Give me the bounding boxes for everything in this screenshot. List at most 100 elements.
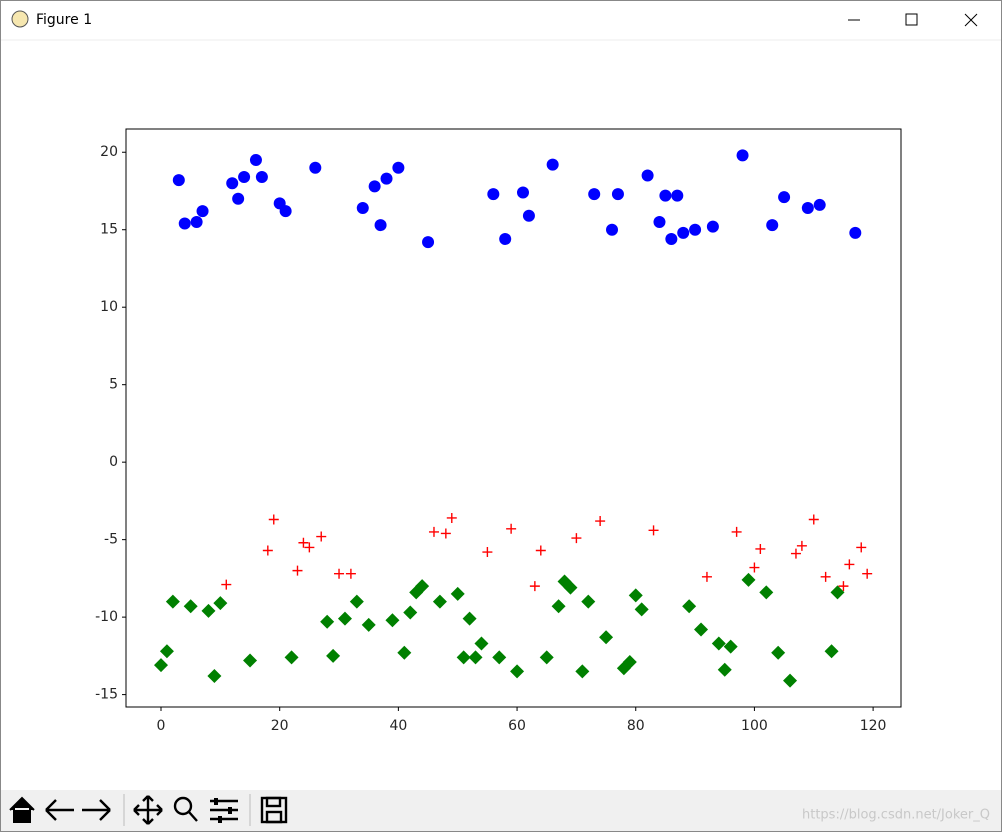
watermark: https://blog.csdn.net/Joker_Q xyxy=(802,808,990,823)
point xyxy=(450,586,465,601)
plot: 0 20 40 60 80 100 120 -15 -10 -5 0 5 10 15 20 xyxy=(95,128,902,734)
pan-button[interactable] xyxy=(133,795,163,825)
point xyxy=(516,186,529,199)
point xyxy=(862,568,873,579)
zoom-button[interactable] xyxy=(173,796,198,822)
point xyxy=(428,526,439,537)
point xyxy=(546,158,559,171)
point xyxy=(634,602,649,617)
point xyxy=(345,568,356,579)
point xyxy=(249,153,262,166)
point xyxy=(506,523,517,534)
app-icon xyxy=(11,10,29,28)
point xyxy=(201,603,216,618)
point xyxy=(221,579,232,590)
point xyxy=(595,516,606,527)
point xyxy=(622,655,637,670)
y-tick-label: 0 xyxy=(109,454,118,470)
point xyxy=(599,630,614,645)
toolbar: https://blog.csdn.net/Joker_Q xyxy=(1,790,1001,831)
point xyxy=(159,644,174,659)
point xyxy=(368,180,381,193)
point xyxy=(766,219,779,232)
point xyxy=(682,599,697,614)
toolbar-bg xyxy=(1,790,1001,831)
point xyxy=(356,202,369,215)
title-bar: Figure 1 xyxy=(11,10,978,28)
point xyxy=(178,217,191,230)
point xyxy=(671,189,684,202)
point xyxy=(510,664,525,679)
point xyxy=(801,202,814,215)
point xyxy=(298,537,309,548)
forward-button[interactable] xyxy=(82,799,111,821)
point xyxy=(535,545,546,556)
point xyxy=(830,585,845,600)
point xyxy=(432,594,447,609)
point xyxy=(689,223,702,236)
point xyxy=(706,220,719,233)
point xyxy=(628,588,643,603)
point xyxy=(337,611,352,626)
point xyxy=(446,512,457,523)
point xyxy=(482,547,493,558)
point xyxy=(492,650,507,665)
point xyxy=(665,233,678,246)
point xyxy=(749,562,760,573)
point xyxy=(731,526,742,537)
point xyxy=(397,645,412,660)
point xyxy=(778,191,791,204)
point xyxy=(320,614,335,629)
point xyxy=(279,205,292,218)
x-tick-label: 80 xyxy=(627,718,645,734)
maximize-button[interactable] xyxy=(905,13,918,26)
close-button[interactable] xyxy=(964,13,978,27)
y-tick-label: -10 xyxy=(95,609,118,625)
point xyxy=(771,645,786,660)
point xyxy=(694,622,709,637)
point xyxy=(838,581,849,592)
y-tick-label: 10 xyxy=(100,299,118,315)
point xyxy=(571,533,582,544)
point xyxy=(606,223,619,236)
point xyxy=(759,585,774,600)
point xyxy=(487,188,500,201)
point xyxy=(392,161,405,174)
point xyxy=(326,648,341,663)
point xyxy=(207,669,222,684)
point xyxy=(304,542,315,553)
point xyxy=(522,209,535,222)
point xyxy=(238,171,251,184)
point xyxy=(309,161,322,174)
point xyxy=(529,581,540,592)
point xyxy=(154,658,169,673)
point xyxy=(796,540,807,551)
point xyxy=(499,233,512,246)
point xyxy=(856,542,867,553)
point xyxy=(316,531,327,542)
y-tick-label: 15 xyxy=(100,222,118,238)
point xyxy=(563,580,578,595)
point xyxy=(849,226,862,239)
configure-button[interactable] xyxy=(210,798,238,823)
point xyxy=(783,673,798,688)
point xyxy=(551,599,566,614)
x-tick-label: 0 xyxy=(157,718,166,734)
point xyxy=(262,545,273,556)
point xyxy=(677,226,690,239)
point xyxy=(474,636,489,651)
point xyxy=(268,514,279,525)
save-button[interactable] xyxy=(260,796,288,824)
back-button[interactable] xyxy=(45,799,74,821)
home-button[interactable] xyxy=(9,796,35,823)
point xyxy=(284,650,299,665)
point xyxy=(422,236,435,249)
point xyxy=(539,650,554,665)
point xyxy=(575,664,590,679)
x-tick-label: 60 xyxy=(508,718,526,734)
x-tick-label: 100 xyxy=(741,718,768,734)
x-tick-label: 40 xyxy=(389,718,407,734)
point xyxy=(808,514,819,525)
